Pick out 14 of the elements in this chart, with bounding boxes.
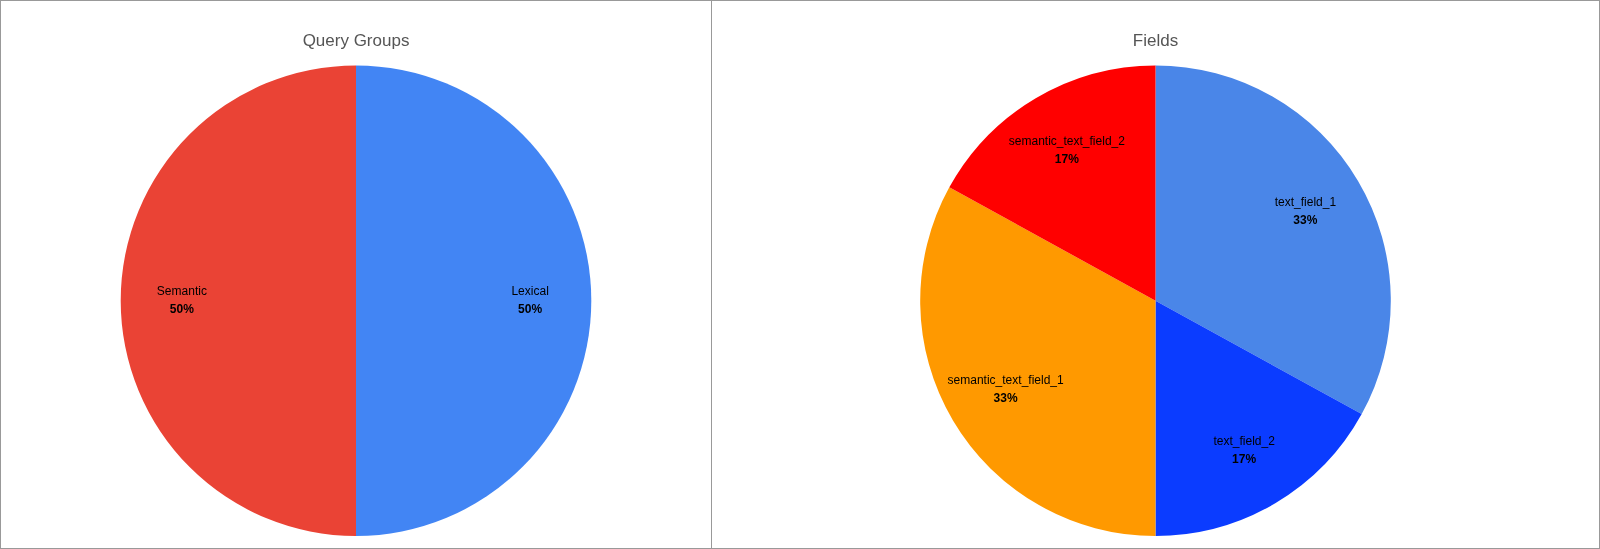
slice-label: Lexical: [511, 284, 549, 299]
slice-label: semantic_text_field_2: [1008, 134, 1126, 149]
data-label: 50%: [169, 302, 195, 317]
data-label: 50%: [518, 302, 543, 317]
data-label: 17%: [1054, 152, 1080, 167]
data-label: 33%: [993, 390, 1018, 405]
chart-title: Fields: [1132, 30, 1179, 50]
slice-label: semantic_text_field_1: [947, 372, 1064, 387]
data-label: 17%: [1232, 451, 1257, 466]
data-label: 33%: [1293, 213, 1318, 228]
slice-label: Semantic: [156, 284, 207, 299]
slice-label: text_field_1: [1274, 195, 1337, 210]
slice-label: text_field_2: [1213, 433, 1276, 448]
chart-title: Query Groups: [302, 30, 410, 50]
